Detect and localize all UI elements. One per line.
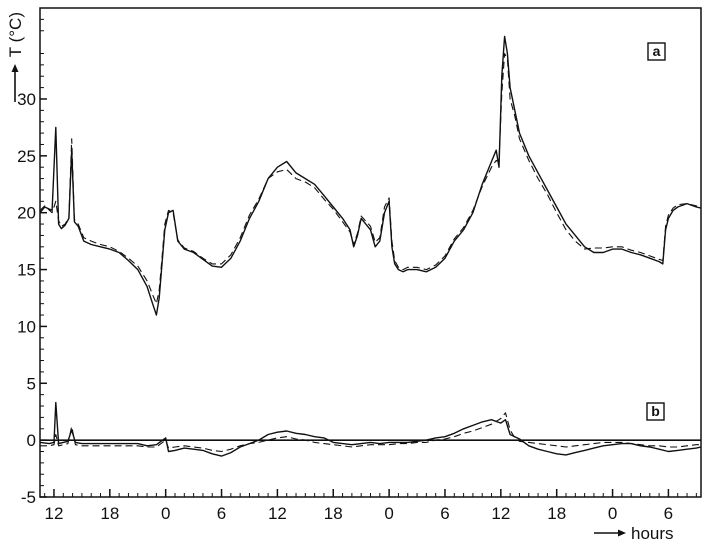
tick-layer: -5 0 5 10 15 20 25 30 12 18 0 6 12 18 0 6 12 18 0 6: [17, 7, 697, 523]
x-axis-arrow-head: [618, 529, 626, 537]
y-tick-label: 10: [17, 317, 36, 336]
x-tick-label: 12: [45, 504, 64, 523]
series-a-dashed-line: [39, 52, 702, 305]
series-b-dashed-line: [40, 412, 701, 453]
x-axis-title: hours: [594, 524, 674, 540]
x-tick-label: 18: [324, 504, 343, 523]
x-tick-label: 18: [100, 504, 119, 523]
panel-b-label: b: [651, 403, 660, 419]
panel-a-box: [647, 42, 666, 61]
x-tick-label: 6: [217, 504, 226, 523]
y-tick-label: 5: [27, 374, 36, 393]
y-tick-label: 0: [27, 431, 36, 450]
x-tick-label: 18: [547, 504, 566, 523]
y-axis-title-text: T (°C): [6, 12, 25, 57]
series-a-solid-line: [39, 35, 702, 316]
x-tick-label: 0: [161, 504, 170, 523]
panel-b-box: [646, 402, 665, 421]
panel-a-tag: a: [647, 42, 666, 61]
x-tick-label: 6: [440, 504, 449, 523]
series-layer: [39, 35, 702, 457]
series-b-solid-line: [39, 401, 702, 457]
x-axis-title-text: hours: [631, 524, 674, 540]
x-tick-label: 12: [491, 504, 510, 523]
x-tick-label: 6: [664, 504, 673, 523]
y-tick-label: 20: [17, 204, 36, 223]
y-tick-label: 30: [17, 90, 36, 109]
x-tick-label: 0: [384, 504, 393, 523]
x-tick-label: 12: [268, 504, 287, 523]
panel-a-label: a: [653, 43, 661, 59]
y-tick-label: 15: [17, 261, 36, 280]
y-axis-arrow-head: [11, 64, 19, 72]
y-tick-label: 25: [17, 147, 36, 166]
x-tick-label: 0: [608, 504, 617, 523]
y-axis-title: T (°C): [6, 12, 25, 102]
panel-b-tag: b: [646, 402, 665, 421]
y-tick-label: -5: [21, 488, 36, 507]
